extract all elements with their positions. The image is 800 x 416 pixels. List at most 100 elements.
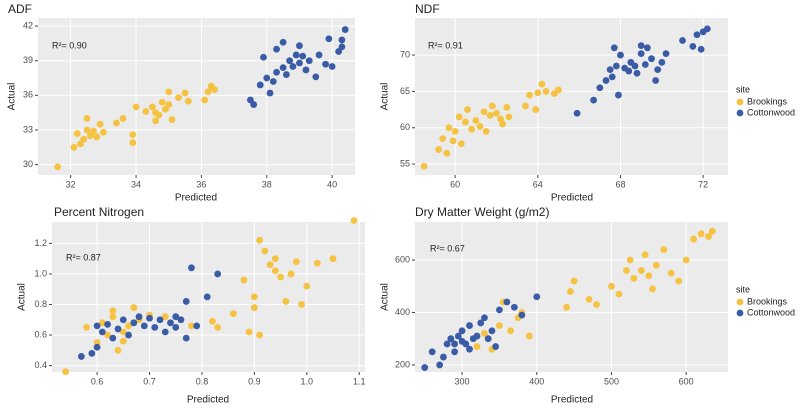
x-tick-label: 64 [533, 179, 543, 189]
data-point [172, 323, 180, 331]
r-squared-annotation: R²= 0.91 [428, 40, 463, 50]
data-point [505, 113, 513, 121]
data-point [80, 135, 88, 143]
data-point [454, 332, 462, 340]
data-point [641, 61, 649, 68]
data-point [443, 149, 451, 157]
data-point [693, 31, 701, 39]
data-point [167, 319, 174, 327]
data-point [466, 322, 473, 329]
data-point [325, 35, 333, 43]
data-point [302, 66, 310, 74]
data-point [175, 94, 182, 102]
y-axis-title: Actual [380, 83, 391, 111]
data-point [260, 53, 267, 61]
data-point [602, 77, 610, 84]
panel-title: NDF [415, 2, 440, 16]
data-point [292, 51, 300, 59]
data-point [214, 323, 222, 331]
data-point [630, 274, 638, 282]
data-point [439, 135, 447, 143]
data-point [273, 45, 280, 53]
y-tick-label: 0.4 [34, 360, 47, 370]
data-point [104, 331, 111, 339]
data-point [496, 306, 503, 314]
data-point [439, 353, 447, 361]
data-point [689, 42, 697, 50]
data-point [518, 311, 526, 319]
y-axis-title: Actual [17, 283, 28, 311]
data-point [182, 334, 190, 342]
data-point [177, 316, 185, 324]
data-point [447, 335, 455, 343]
data-point [83, 323, 91, 331]
data-point [637, 50, 645, 58]
legend-label: Brookings [747, 96, 788, 106]
data-point [119, 115, 127, 122]
y-tick-label: 0.8 [34, 299, 47, 309]
data-point [608, 73, 616, 81]
data-point [451, 127, 459, 135]
legend-marker [736, 109, 744, 117]
x-tick-label: 68 [615, 179, 625, 189]
data-point [119, 328, 127, 336]
data-point [303, 282, 311, 290]
data-point [462, 118, 469, 126]
data-point [184, 97, 192, 105]
data-point [286, 57, 294, 65]
x-tick-label: 40 [327, 179, 337, 189]
data-point [690, 235, 698, 243]
data-point [158, 98, 166, 106]
data-point [125, 331, 132, 339]
data-point [533, 293, 541, 301]
data-point [305, 57, 313, 65]
data-point [250, 101, 258, 108]
x-tick-label: 32 [66, 179, 76, 189]
data-point [269, 78, 277, 85]
y-tick-label: 600 [395, 254, 410, 264]
data-point [451, 348, 458, 356]
y-tick-label: 1.0 [34, 268, 47, 278]
data-point [697, 230, 705, 238]
data-point [151, 323, 159, 331]
x-tick-label: 600 [679, 376, 694, 386]
data-point [679, 37, 686, 44]
y-tick-label: 36 [23, 90, 33, 100]
data-point [263, 74, 271, 82]
legend-marker [736, 298, 744, 306]
x-axis-title: Predicted [187, 395, 229, 406]
data-point [322, 60, 329, 68]
data-point [590, 96, 598, 104]
data-point [109, 313, 117, 321]
data-point [135, 313, 143, 321]
x-tick-label: 300 [455, 376, 470, 386]
data-point [486, 111, 494, 119]
legend-marker [736, 309, 744, 317]
data-point [660, 246, 668, 253]
legend-label: Brookings [747, 296, 788, 306]
data-point [328, 63, 336, 70]
data-point [503, 298, 511, 306]
data-point [266, 89, 274, 97]
legend-label: Cottonwood [747, 307, 795, 317]
data-point [277, 273, 284, 281]
data-point [449, 137, 457, 145]
data-point [181, 89, 189, 97]
legend-label: Cottonwood [747, 107, 795, 117]
data-point [99, 128, 107, 136]
y-tick-label: 70 [400, 49, 410, 59]
data-point [214, 270, 222, 278]
data-point [708, 227, 716, 235]
data-point [499, 120, 507, 128]
data-point [315, 51, 323, 59]
data-point [312, 73, 320, 81]
data-point [211, 86, 218, 93]
data-point [488, 327, 496, 335]
data-point [421, 364, 429, 371]
data-point [188, 264, 195, 272]
data-point [608, 282, 615, 290]
data-point [299, 52, 307, 60]
data-point [526, 91, 533, 99]
data-point [54, 163, 62, 171]
data-point [538, 80, 546, 88]
